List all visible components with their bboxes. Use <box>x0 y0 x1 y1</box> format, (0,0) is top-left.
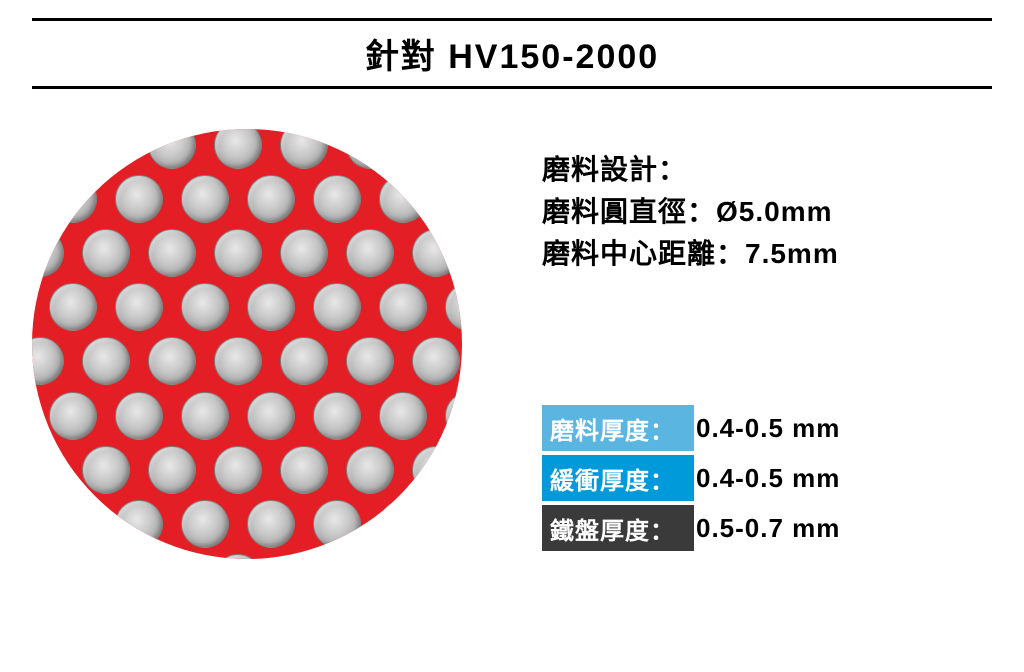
thickness-table: 磨料厚度： 0.4-0.5 mm 緩衝厚度： 0.4-0.5 mm 鐵盤厚度： … <box>542 405 982 551</box>
table-row: 磨料厚度： 0.4-0.5 mm <box>542 405 982 451</box>
spec-line-3: 磨料中心距離：7.5mm <box>542 233 992 275</box>
page-title: 針對 HV150-2000 <box>32 29 992 78</box>
content-area: 磨料設計： 磨料圓直徑：Ø5.0mm 磨料中心距離：7.5mm 磨料厚度： 0.… <box>0 89 1024 559</box>
spec-line-2: 磨料圓直徑：Ø5.0mm <box>542 191 992 233</box>
dots-container <box>32 129 462 559</box>
row-label-abrasive: 磨料厚度： <box>542 405 694 451</box>
row-value-plate: 0.5-0.7 mm <box>694 513 982 544</box>
row-value-cushion: 0.4-0.5 mm <box>694 463 982 494</box>
row-value-abrasive: 0.4-0.5 mm <box>694 413 982 444</box>
row-label-cushion: 緩衝厚度： <box>542 455 694 501</box>
specs-panel: 磨料設計： 磨料圓直徑：Ø5.0mm 磨料中心距離：7.5mm 磨料厚度： 0.… <box>542 149 992 555</box>
spec-line-1: 磨料設計： <box>542 149 992 191</box>
title-bar: 針對 HV150-2000 <box>32 18 992 89</box>
row-label-plate: 鐵盤厚度： <box>542 505 694 551</box>
table-row: 鐵盤厚度： 0.5-0.7 mm <box>542 505 982 551</box>
product-image <box>32 129 462 559</box>
design-specs: 磨料設計： 磨料圓直徑：Ø5.0mm 磨料中心距離：7.5mm <box>542 149 992 275</box>
table-row: 緩衝厚度： 0.4-0.5 mm <box>542 455 982 501</box>
